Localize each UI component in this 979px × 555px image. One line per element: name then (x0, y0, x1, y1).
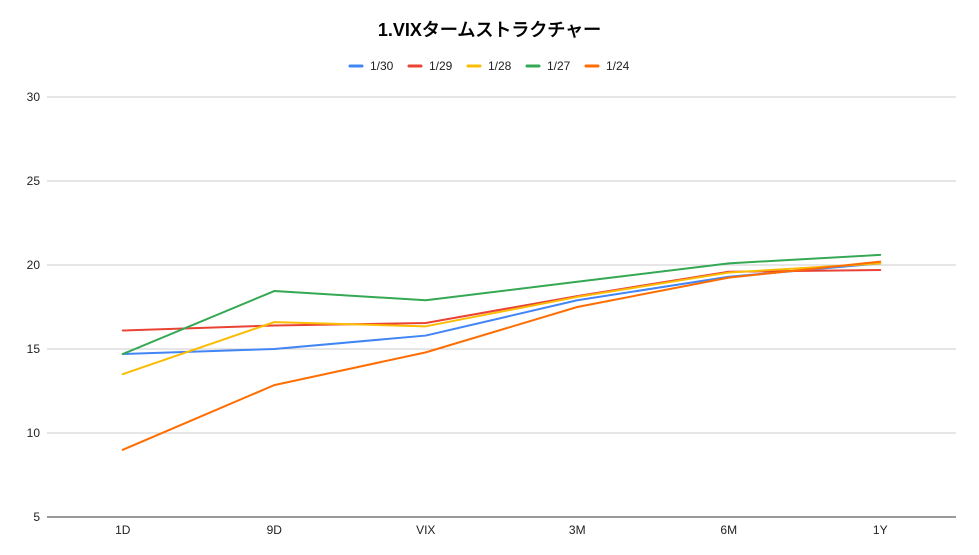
y-gridlines (47, 96, 956, 518)
y-tick-label: 15 (27, 342, 41, 356)
legend-label: 1/30 (370, 59, 394, 73)
y-tick-label: 5 (33, 510, 40, 524)
series-line-1-28 (121, 262, 882, 376)
legend-label: 1/28 (488, 59, 512, 73)
legend-item: 1/30 (348, 59, 394, 73)
x-tick-label: 6M (720, 523, 737, 537)
y-axis: 5 10 15 20 25 30 (27, 90, 41, 524)
legend-item: 1/29 (407, 59, 453, 73)
series-line-1-24 (121, 260, 882, 451)
legend-item: 1/28 (466, 59, 512, 73)
x-tick-label: 3M (569, 523, 586, 537)
series-line-1-27 (121, 253, 882, 356)
x-axis: 1D 9D VIX 3M 6M 1Y (115, 523, 888, 537)
series-line-1-29 (121, 269, 882, 332)
legend-item: 1/27 (525, 59, 571, 73)
x-tick-label: VIX (416, 523, 435, 537)
legend-label: 1/27 (547, 59, 571, 73)
legend-label: 1/29 (429, 59, 453, 73)
x-tick-label: 1Y (873, 523, 888, 537)
y-tick-label: 10 (27, 426, 41, 440)
y-tick-label: 25 (27, 174, 41, 188)
y-tick-label: 30 (27, 90, 41, 104)
series-lines (121, 253, 882, 451)
x-tick-label: 9D (267, 523, 283, 537)
chart-title: 1.VIXタームストラクチャー (378, 20, 601, 40)
legend-item: 1/24 (584, 59, 630, 73)
y-tick-label: 20 (27, 258, 41, 272)
x-tick-label: 1D (115, 523, 131, 537)
legend-label: 1/24 (606, 59, 630, 73)
legend: 1/30 1/29 1/28 1/27 1/24 (348, 59, 630, 73)
